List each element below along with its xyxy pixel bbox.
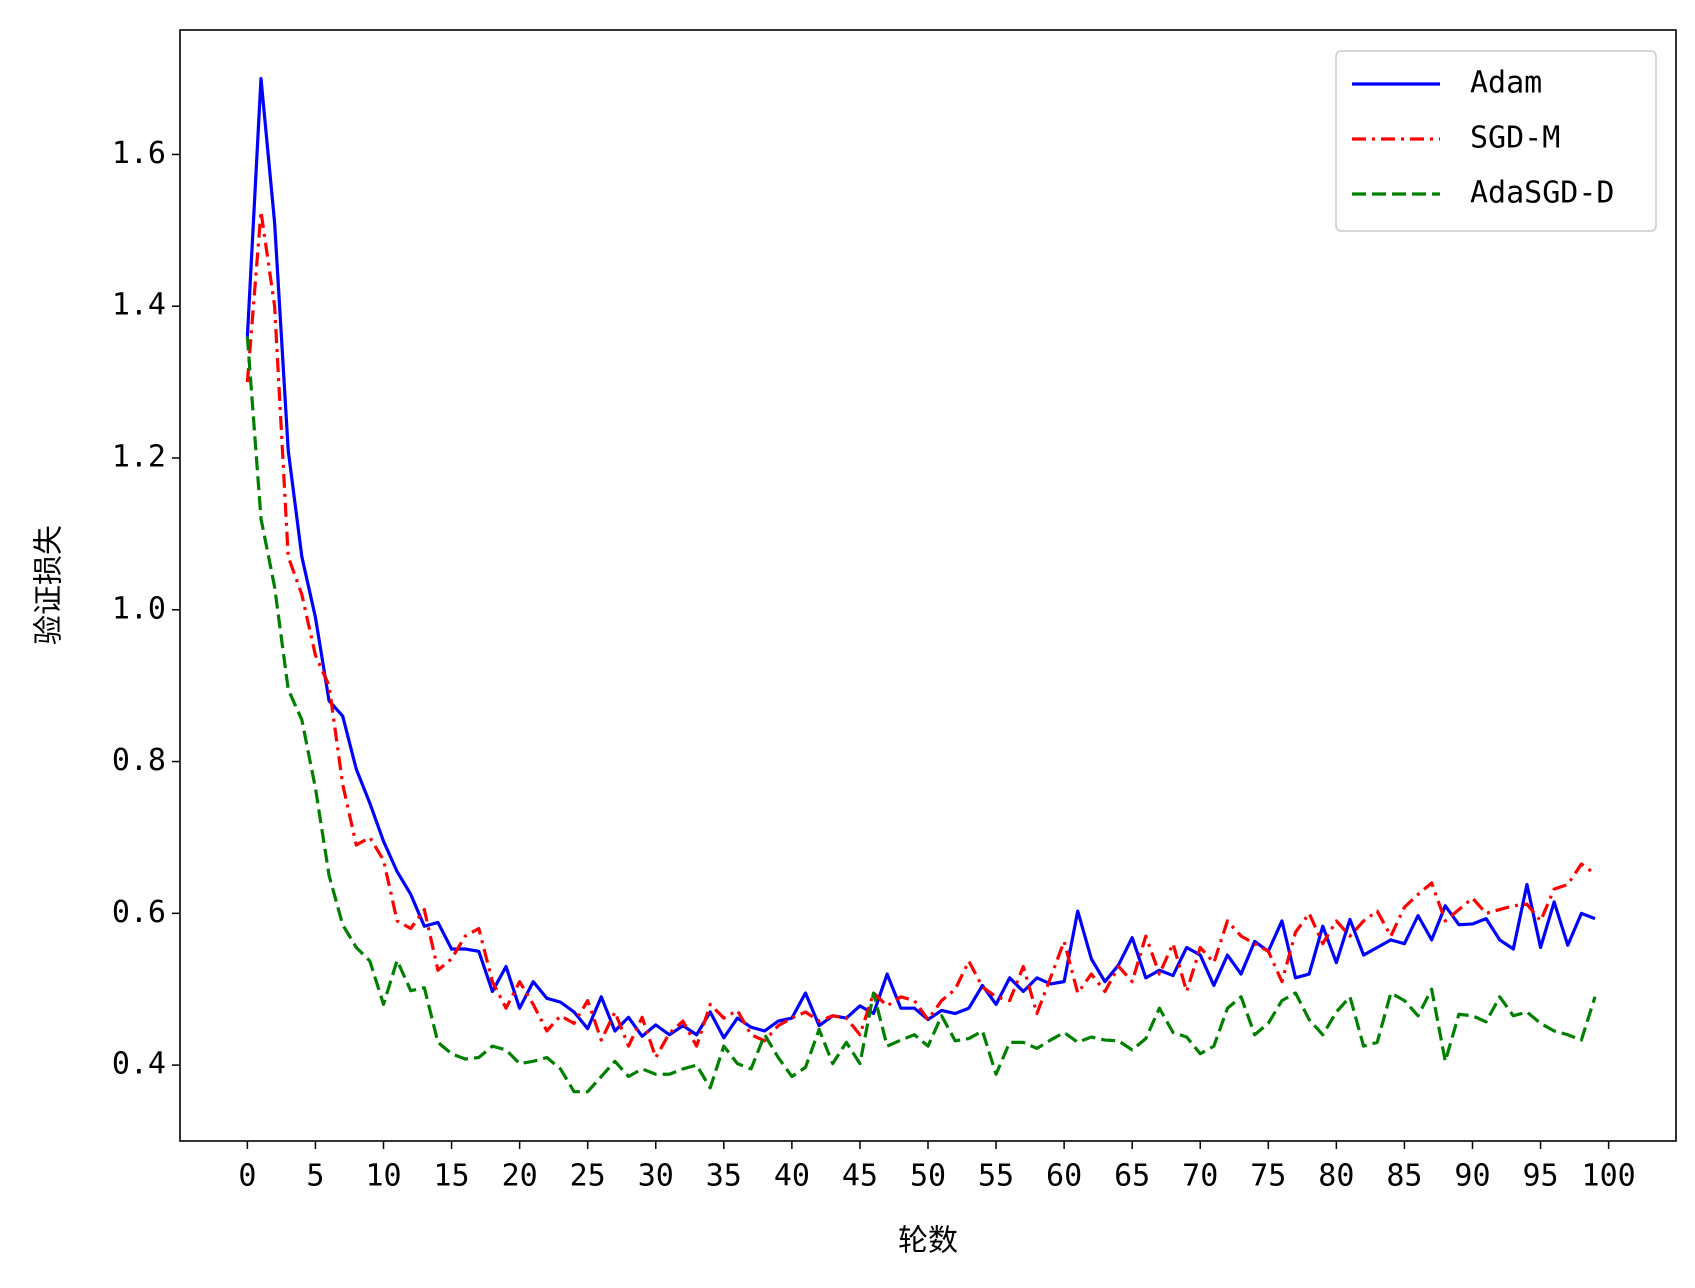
y-tick-label: 0.8 bbox=[112, 743, 166, 778]
x-tick-label: 0 bbox=[238, 1159, 256, 1194]
series-line bbox=[245, 336, 1597, 1094]
x-tick-label: 85 bbox=[1386, 1159, 1422, 1194]
series-line bbox=[245, 76, 1596, 1040]
x-tick-label: 65 bbox=[1114, 1159, 1150, 1194]
legend-box bbox=[1335, 50, 1657, 232]
x-tick-label: 80 bbox=[1318, 1159, 1354, 1194]
y-tick-label: 1.2 bbox=[112, 440, 166, 475]
y-tick-label: 0.6 bbox=[112, 895, 166, 930]
x-tick-label: 75 bbox=[1250, 1159, 1286, 1194]
x-axis-label: 轮数 bbox=[898, 1224, 958, 1259]
y-tick-label: 0.4 bbox=[112, 1047, 166, 1082]
plot-frame bbox=[179, 29, 1677, 1142]
x-tick-label: 30 bbox=[638, 1159, 674, 1194]
x-tick-label: 90 bbox=[1454, 1159, 1490, 1194]
series-line bbox=[245, 209, 1596, 1060]
x-tick-label: 15 bbox=[434, 1159, 470, 1194]
y-tick-label: 1.6 bbox=[112, 136, 166, 171]
y-axis-label: 验证损失 bbox=[32, 525, 67, 645]
legend-label: SGD-M bbox=[1470, 121, 1560, 156]
x-tick-label: 40 bbox=[774, 1159, 810, 1194]
x-tick-label: 55 bbox=[978, 1159, 1014, 1194]
x-tick-label: 100 bbox=[1582, 1159, 1636, 1194]
x-tick-label: 50 bbox=[910, 1159, 946, 1194]
x-tick-label: 95 bbox=[1522, 1159, 1558, 1194]
x-tick-label: 10 bbox=[365, 1159, 401, 1194]
x-tick-label: 35 bbox=[706, 1159, 742, 1194]
x-tick-label: 20 bbox=[502, 1159, 538, 1194]
y-tick-label: 1.0 bbox=[112, 591, 166, 626]
x-tick-label: 25 bbox=[570, 1159, 606, 1194]
legend-label: AdaSGD-D bbox=[1470, 176, 1615, 211]
x-tick-label: 60 bbox=[1046, 1159, 1082, 1194]
legend-label: Adam bbox=[1470, 66, 1542, 101]
x-tick-label: 45 bbox=[842, 1159, 878, 1194]
x-tick-label: 5 bbox=[306, 1159, 324, 1194]
y-tick-label: 1.4 bbox=[112, 288, 166, 323]
x-tick-label: 70 bbox=[1182, 1159, 1218, 1194]
